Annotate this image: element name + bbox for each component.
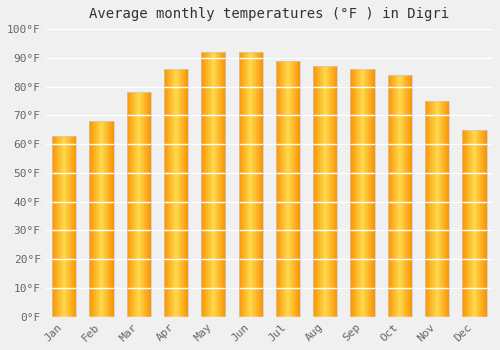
Bar (126, 92, 151, 317)
Bar (164, 69, 188, 317)
Bar (201, 52, 226, 317)
Bar (388, 75, 412, 317)
Bar (276, 61, 300, 317)
Title: Average monthly temperatures (°F ) in Digri: Average monthly temperatures (°F ) in Di… (89, 7, 450, 21)
Bar (313, 66, 338, 317)
Bar (52, 135, 76, 317)
Bar (238, 52, 263, 317)
Bar (462, 130, 486, 317)
Bar (350, 69, 374, 317)
Bar (90, 121, 114, 317)
Bar (425, 101, 449, 317)
